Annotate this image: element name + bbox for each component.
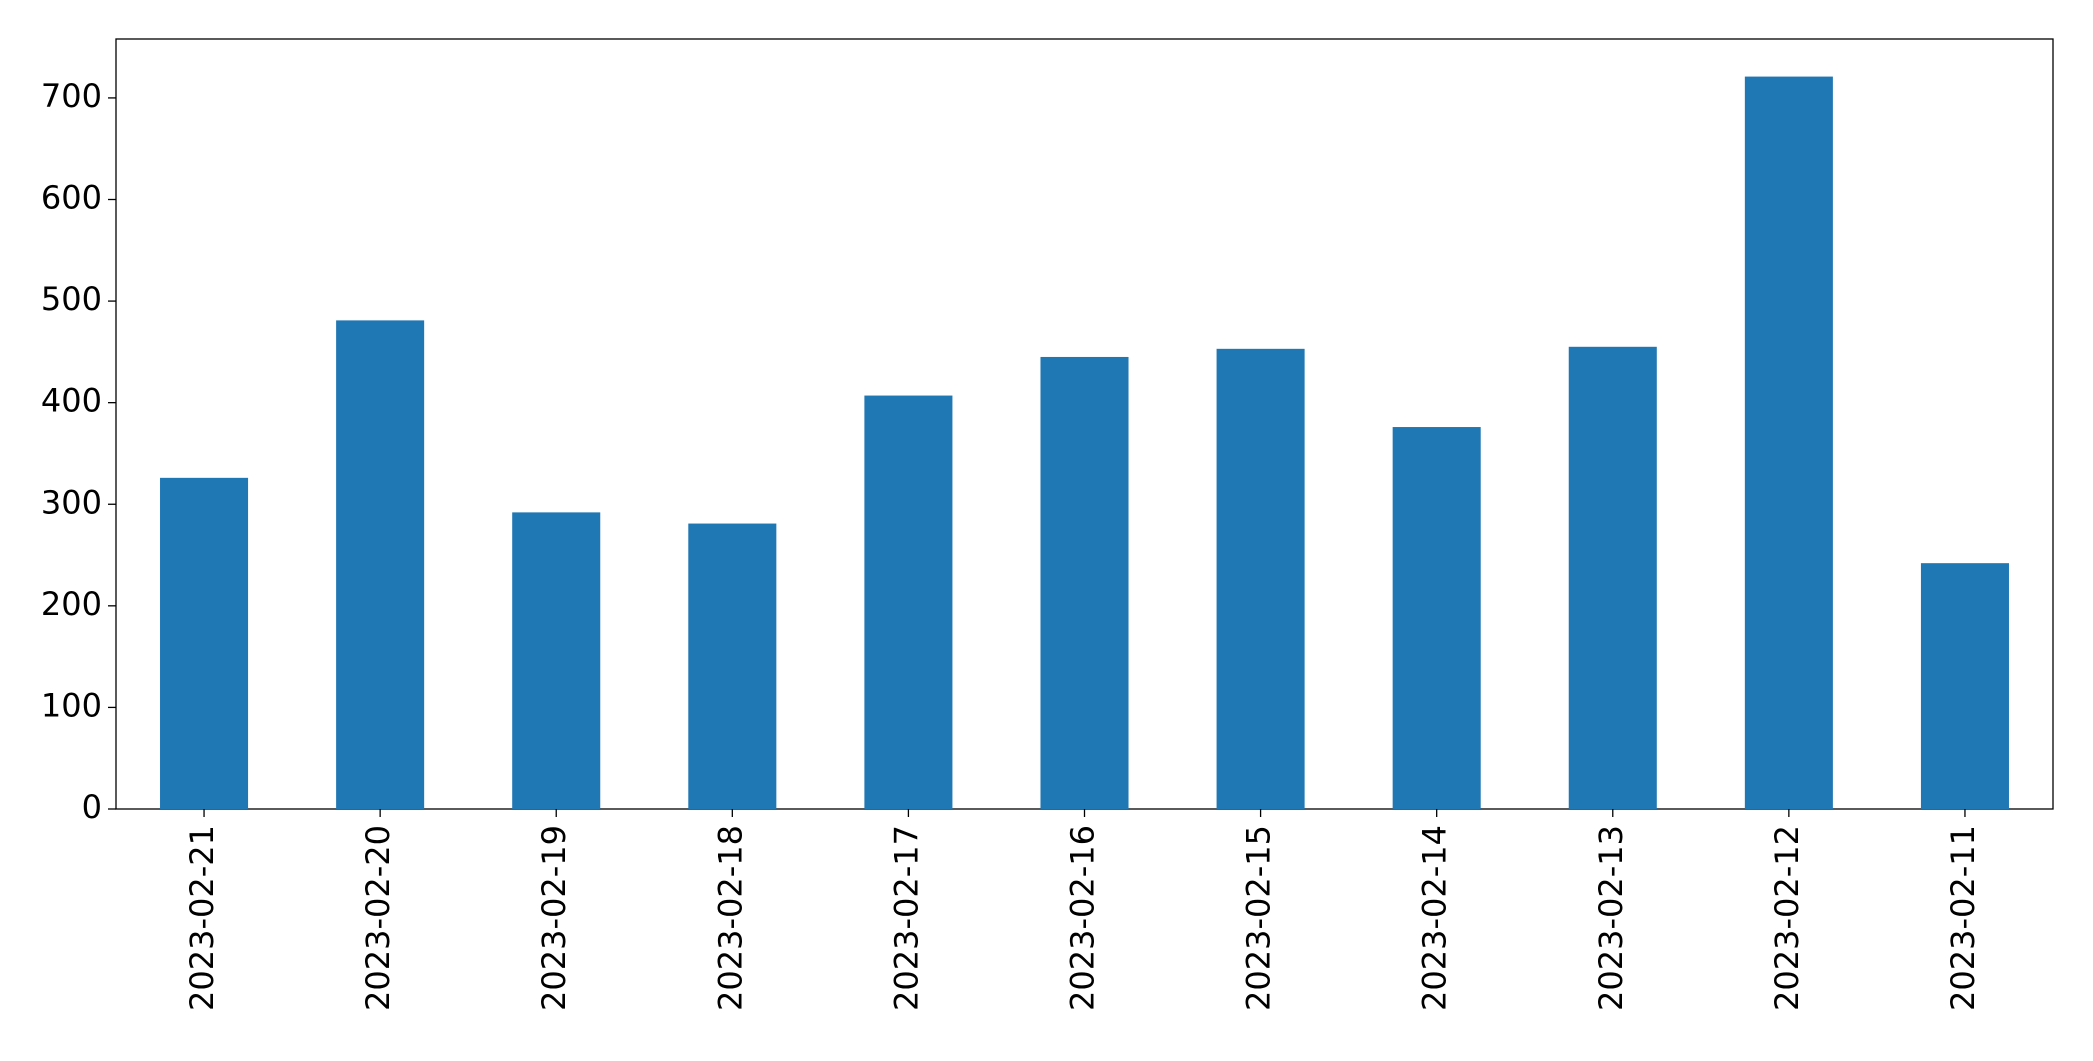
x-tick-label: 2023-02-14 [1416,825,1454,1011]
x-tick-label: 2023-02-12 [1768,825,1806,1011]
bar [1920,563,2009,809]
y-tick-label: 700 [41,77,102,115]
bar [160,477,249,809]
y-tick-label: 300 [41,483,102,521]
bar [1392,427,1481,809]
y-tick-label: 100 [41,686,102,724]
bar [512,512,601,809]
x-tick-label: 2023-02-21 [183,825,221,1011]
y-tick-label: 200 [41,585,102,623]
y-tick-label: 600 [41,179,102,217]
bar [1744,76,1833,809]
x-tick-label: 2023-02-19 [535,825,573,1011]
y-tick-label: 500 [41,280,102,318]
bar [1568,346,1657,809]
bar [336,320,425,809]
y-tick-label: 400 [41,382,102,420]
bar [864,395,953,809]
x-tick-label: 2023-02-16 [1064,825,1102,1011]
bar [1040,356,1129,809]
x-tick-label: 2023-02-18 [711,825,749,1011]
x-tick-label: 2023-02-17 [887,825,925,1011]
x-tick-label: 2023-02-20 [359,825,397,1011]
bar [688,523,777,809]
x-tick-label: 2023-02-13 [1592,825,1630,1011]
bar [1216,348,1305,809]
x-tick-label: 2023-02-11 [1944,825,1982,1011]
x-tick-label: 2023-02-15 [1240,825,1278,1011]
y-tick-label: 0 [82,788,102,826]
